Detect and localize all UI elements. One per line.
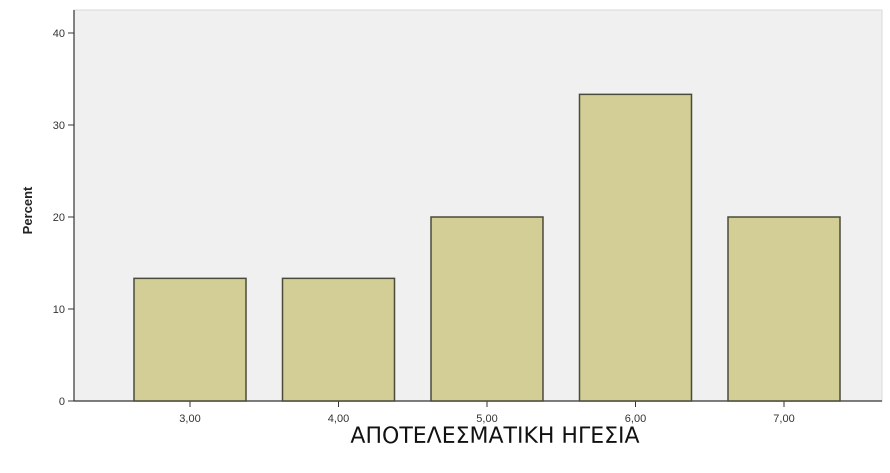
- x-axis: 3,00 4,00 5,00 6,00 7,00: [74, 400, 882, 425]
- x-tick-label: 5,00: [476, 413, 497, 425]
- x-axis-label: ΑΠΟΤΕΛΕΣΜΑΤΙΚΗ ΗΓΕΣΙΑ: [350, 424, 640, 449]
- bar-4-00: [281, 277, 396, 402]
- x-tick-label: 6,00: [625, 413, 646, 425]
- bar-3-00: [133, 277, 247, 402]
- bar-5-00: [430, 216, 544, 402]
- y-tick-label: 10: [53, 304, 65, 316]
- x-tick-label: 4,00: [328, 413, 349, 425]
- x-tick-label: 3,00: [179, 413, 200, 425]
- y-axis: 0 10 20 30 40: [53, 10, 75, 408]
- y-tick-label: 40: [53, 28, 65, 40]
- y-tick-label: 0: [59, 396, 65, 408]
- y-tick-label: 20: [53, 212, 65, 224]
- y-axis-label: Percent: [20, 186, 35, 234]
- y-tick-label: 30: [53, 120, 65, 132]
- bar-6-00: [578, 93, 693, 402]
- bar-7-00: [727, 216, 841, 402]
- bars-group: [133, 93, 841, 402]
- x-tick-label: 7,00: [773, 413, 794, 425]
